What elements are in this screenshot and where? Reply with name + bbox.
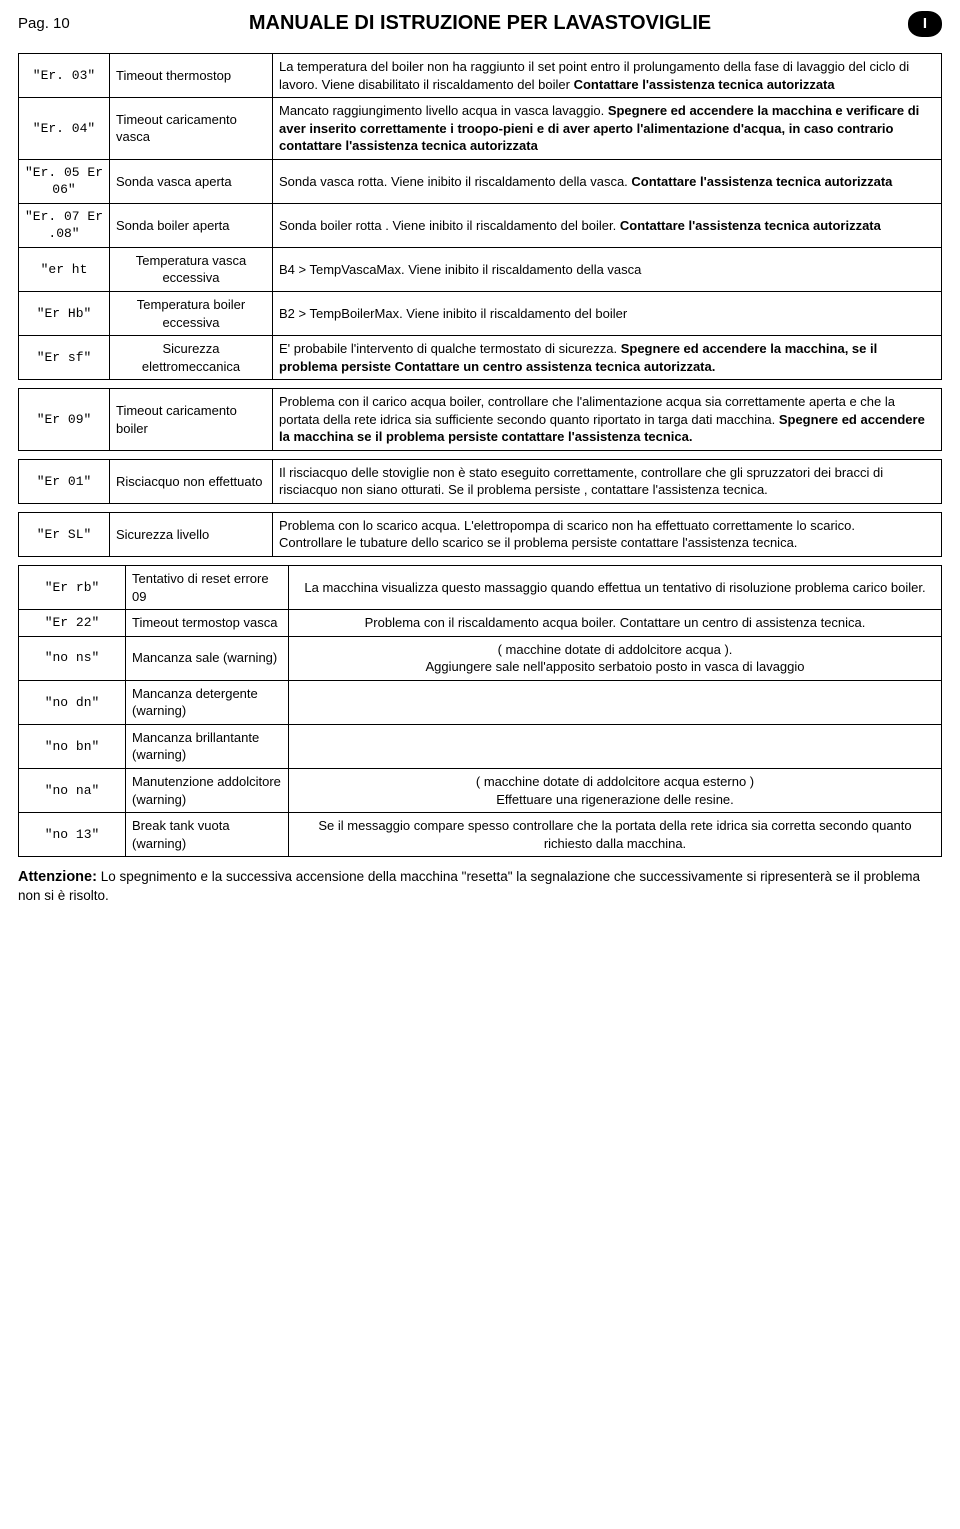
error-description [289,724,942,768]
table-row: "no bn"Mancanza brillantante (warning) [19,724,942,768]
attention-text: Lo spegnimento e la successiva accension… [18,869,920,903]
error-description: La macchina visualizza questo massaggio … [289,566,942,610]
error-description: ( macchine dotate di addolcitore acqua e… [289,768,942,812]
error-table: "Er. 03"Timeout thermostopLa temperatura… [18,53,942,380]
attention-note: Attenzione: Lo spegnimento e la successi… [18,867,942,906]
table-row: "Er SL"Sicurezza livelloProblema con lo … [19,512,942,556]
error-name: Timeout termostop vasca [126,610,289,637]
table-row: "Er 09"Timeout caricamento boilerProblem… [19,389,942,451]
error-name: Sicurezza livello [110,512,273,556]
page-title: MANUALE DI ISTRUZIONE PER LAVASTOVIGLIE [18,12,942,35]
error-description: B2 > TempBoilerMax. Viene inibito il ris… [273,292,942,336]
errors-tables: "Er. 03"Timeout thermostopLa temperatura… [18,53,942,857]
error-description: La temperatura del boiler non ha raggiun… [273,54,942,98]
table-row: "no dn"Mancanza detergente (warning) [19,680,942,724]
error-name: Sicurezza elettromeccanica [110,336,273,380]
error-code: "no bn" [19,724,126,768]
table-row: "Er. 07 Er .08"Sonda boiler apertaSonda … [19,203,942,247]
error-code: "Er 01" [19,459,110,503]
page-number: Pag. 10 [18,15,70,32]
table-row: "Er Hb"Temperatura boiler eccessivaB2 > … [19,292,942,336]
error-code: "no na" [19,768,126,812]
table-row: "no na"Manutenzione addolcitore (warning… [19,768,942,812]
language-badge: I [908,11,942,37]
error-code: "Er. 04" [19,98,110,160]
error-code: "Er. 07 Er .08" [19,203,110,247]
error-code: "er ht [19,247,110,291]
error-code: "no ns" [19,636,126,680]
error-name: Sonda boiler aperta [110,203,273,247]
error-name: Risciacquo non effettuato [110,459,273,503]
page-header: Pag. 10 MANUALE DI ISTRUZIONE PER LAVAST… [18,12,942,35]
error-name: Timeout caricamento vasca [110,98,273,160]
error-table: "Er SL"Sicurezza livelloProblema con lo … [18,512,942,557]
table-row: "no ns"Mancanza sale (warning)( macchine… [19,636,942,680]
error-name: Tentativo di reset errore 09 [126,566,289,610]
error-code: "Er 09" [19,389,110,451]
table-row: "Er. 03"Timeout thermostopLa temperatura… [19,54,942,98]
table-row: "Er rb"Tentativo di reset errore 09La ma… [19,566,942,610]
table-row: "Er 22"Timeout termostop vascaProblema c… [19,610,942,637]
table-row: "Er sf"Sicurezza elettromeccanicaE' prob… [19,336,942,380]
error-name: Sonda vasca aperta [110,159,273,203]
error-code: "Er 22" [19,610,126,637]
error-name: Timeout caricamento boiler [110,389,273,451]
error-code: "Er rb" [19,566,126,610]
error-description: E' probabile l'intervento di qualche ter… [273,336,942,380]
error-description: Problema con il carico acqua boiler, con… [273,389,942,451]
error-code: "no 13" [19,813,126,857]
error-code: "Er Hb" [19,292,110,336]
error-description: B4 > TempVascaMax. Viene inibito il risc… [273,247,942,291]
error-description: ( macchine dotate di addolcitore acqua )… [289,636,942,680]
table-row: "er htTemperatura vasca eccessivaB4 > Te… [19,247,942,291]
error-description: Se il messaggio compare spesso controlla… [289,813,942,857]
error-name: Mancanza sale (warning) [126,636,289,680]
error-name: Manutenzione addolcitore (warning) [126,768,289,812]
error-name: Break tank vuota (warning) [126,813,289,857]
error-name: Temperatura boiler eccessiva [110,292,273,336]
error-name: Mancanza brillantante (warning) [126,724,289,768]
error-table: "Er 09"Timeout caricamento boilerProblem… [18,388,942,451]
error-code: "Er SL" [19,512,110,556]
error-table: "Er 01"Risciacquo non effettuatoIl risci… [18,459,942,504]
error-code: "no dn" [19,680,126,724]
error-description: Il risciacquo delle stoviglie non è stat… [273,459,942,503]
table-row: "Er 01"Risciacquo non effettuatoIl risci… [19,459,942,503]
error-description: Mancato raggiungimento livello acqua in … [273,98,942,160]
error-name: Temperatura vasca eccessiva [110,247,273,291]
error-table: "Er rb"Tentativo di reset errore 09La ma… [18,565,942,857]
table-row: "no 13"Break tank vuota (warning)Se il m… [19,813,942,857]
error-description: Problema con lo scarico acqua. L'elettro… [273,512,942,556]
table-row: "Er. 05 Er 06"Sonda vasca apertaSonda va… [19,159,942,203]
error-code: "Er. 03" [19,54,110,98]
table-row: "Er. 04"Timeout caricamento vascaMancato… [19,98,942,160]
error-name: Timeout thermostop [110,54,273,98]
attention-label: Attenzione: [18,869,97,885]
error-description [289,680,942,724]
error-description: Sonda boiler rotta . Viene inibito il ri… [273,203,942,247]
error-name: Mancanza detergente (warning) [126,680,289,724]
error-code: "Er sf" [19,336,110,380]
error-code: "Er. 05 Er 06" [19,159,110,203]
error-description: Sonda vasca rotta. Viene inibito il risc… [273,159,942,203]
error-description: Problema con il riscaldamento acqua boil… [289,610,942,637]
